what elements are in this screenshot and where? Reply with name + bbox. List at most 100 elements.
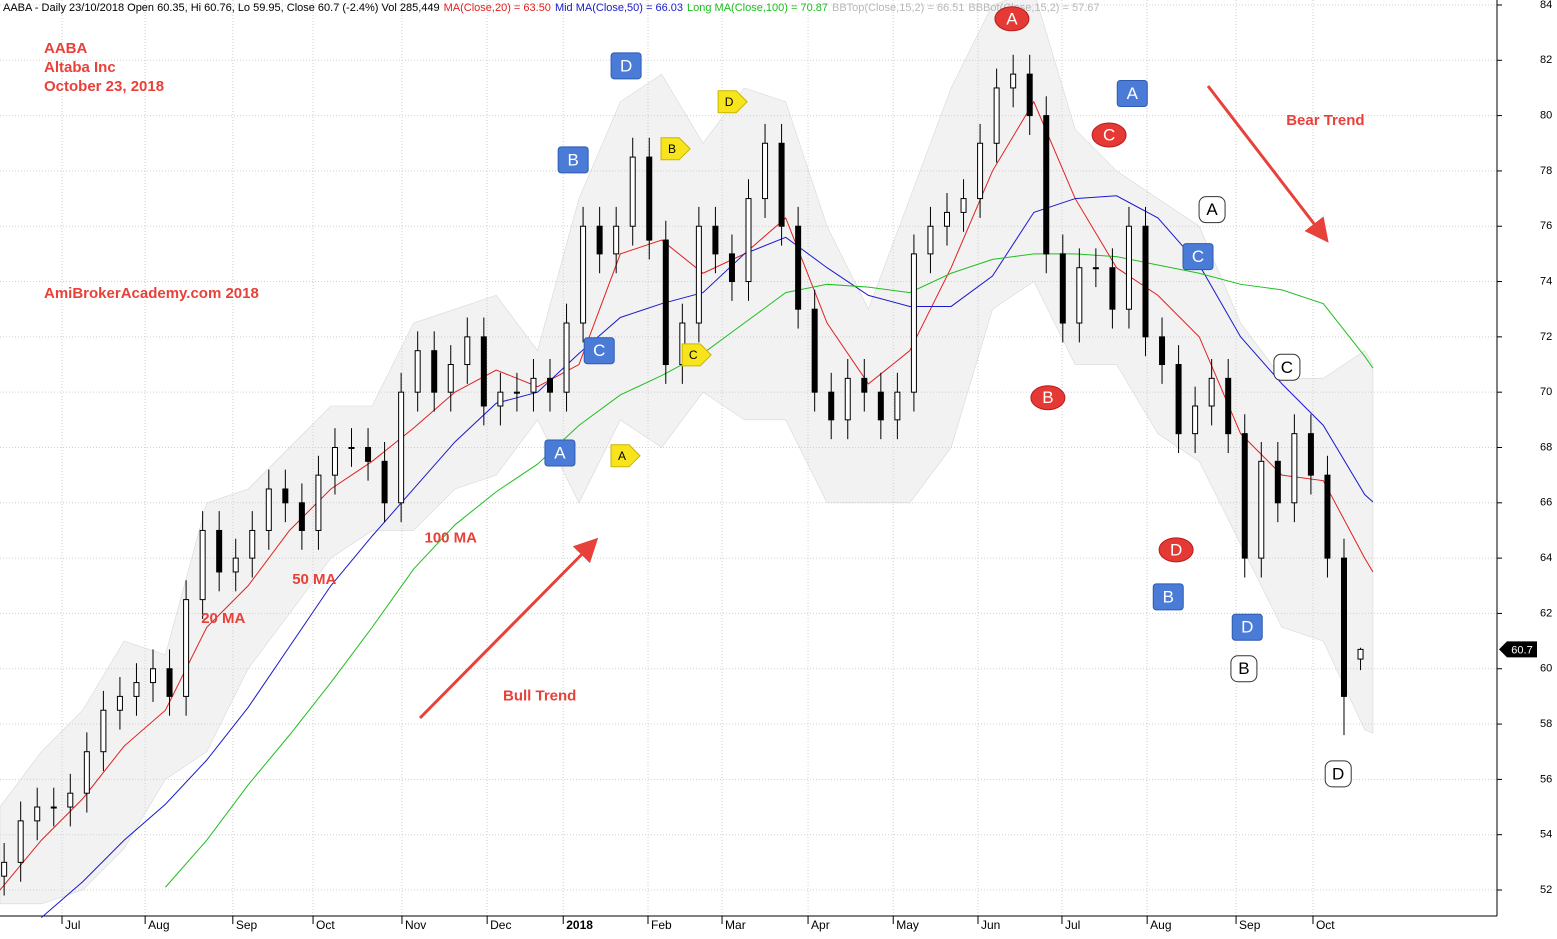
pattern-marker <box>717 90 748 114</box>
moving-average-line <box>0 100 1374 891</box>
candle-body <box>1241 433 1248 559</box>
candle-body <box>166 668 173 697</box>
candle-body <box>1274 460 1281 504</box>
candle-body <box>83 751 90 794</box>
candle-body <box>1109 267 1116 310</box>
y-tick-label: 54 <box>1540 829 1552 841</box>
y-tick-label: 74 <box>1540 275 1552 287</box>
candle-body <box>1092 267 1099 270</box>
candle-body <box>1010 73 1017 89</box>
candle-body <box>910 253 917 393</box>
annotation: Bear Trend <box>1286 112 1364 129</box>
candle-body <box>381 460 388 504</box>
pattern-marker-label: C <box>689 348 698 362</box>
candle-body <box>1159 336 1166 366</box>
x-tick-label: Jun <box>981 918 1000 932</box>
y-tick-label: 82 <box>1540 54 1552 66</box>
moving-average-line <box>41 195 1374 919</box>
candle-body <box>17 820 24 863</box>
header-part: MA(Close,20) = 63.50 <box>444 2 551 14</box>
candle-body <box>298 502 305 531</box>
annotation: Bull Trend <box>503 687 576 704</box>
x-tick-label: Nov <box>405 918 426 932</box>
candle-body <box>50 806 57 809</box>
y-tick-label: 76 <box>1540 220 1552 232</box>
candle-body <box>712 225 719 255</box>
pattern-marker-label: D <box>1170 540 1182 559</box>
pattern-marker-label: A <box>1127 84 1139 103</box>
x-tick-label: Sep <box>1239 918 1261 932</box>
last-price-label: 60.7 <box>1511 644 1532 656</box>
pattern-marker <box>1182 243 1214 271</box>
candle-body <box>646 156 653 241</box>
y-tick-label: 84 <box>1540 0 1552 11</box>
x-tick-label: Aug <box>148 918 169 932</box>
y-tick-label: 64 <box>1540 552 1552 564</box>
candle-body <box>133 682 140 697</box>
candle-body <box>1192 405 1199 435</box>
candle-body <box>116 695 123 711</box>
y-tick-label: 72 <box>1540 331 1552 343</box>
pattern-marker <box>610 52 642 80</box>
candle-body <box>778 142 785 227</box>
background-layer <box>0 0 1497 916</box>
candle-body <box>629 156 636 227</box>
watermark: AmiBrokerAcademy.com 2018 <box>44 285 259 302</box>
candle-body <box>530 377 537 393</box>
candle-body <box>547 377 554 393</box>
candle-body <box>282 488 289 504</box>
pattern-marker <box>1230 655 1258 683</box>
pattern-marker-label: A <box>1006 9 1018 28</box>
candle-body <box>1291 433 1298 504</box>
y-tick-label: 80 <box>1540 110 1552 122</box>
candle-body <box>1 861 8 877</box>
candle-body <box>150 668 157 684</box>
y-tick-label: 60 <box>1540 663 1552 675</box>
candle-body <box>795 225 802 310</box>
candle-body <box>927 225 934 255</box>
candle-body <box>414 350 421 393</box>
annotation: 50 MA <box>292 571 336 588</box>
x-tick-label: Dec <box>490 918 511 932</box>
x-tick-label: Jul <box>1065 918 1080 932</box>
y-tick-label: 78 <box>1540 165 1552 177</box>
candle-body <box>1340 557 1347 697</box>
pattern-marker-label: A <box>1206 200 1218 219</box>
pattern-marker <box>1273 353 1301 381</box>
pattern-marker <box>1030 385 1066 411</box>
y-tick-label: 58 <box>1540 718 1552 730</box>
candle-body <box>100 709 107 753</box>
x-tick-label: 2018 <box>566 918 593 932</box>
candle-body <box>398 391 405 504</box>
candle-body <box>464 336 471 366</box>
header-part: BBBot(Close,15,2) = 57.67 <box>968 2 1099 14</box>
candle-body <box>183 599 190 697</box>
candle-body <box>199 529 206 601</box>
candle-body <box>431 350 438 393</box>
candle-body <box>811 308 818 393</box>
pattern-marker <box>1116 79 1148 107</box>
header-part: AABA - Daily 23/10/2018 Open 60.35, Hi 6… <box>3 2 440 14</box>
candle-body <box>67 792 74 808</box>
candle-body <box>828 391 835 421</box>
candle-body <box>265 488 272 531</box>
x-tick-label: May <box>896 918 919 932</box>
candle-body <box>315 474 322 531</box>
y-tick-label: 52 <box>1540 884 1552 896</box>
x-tick-label: Oct <box>1316 918 1335 932</box>
candle-body <box>877 391 884 421</box>
bollinger-band <box>0 0 1374 905</box>
pattern-marker <box>1231 613 1263 641</box>
candle-body <box>1258 460 1265 559</box>
pattern-marker <box>1091 122 1127 148</box>
pattern-marker-label: A <box>554 444 566 463</box>
pattern-marker-label: B <box>1238 659 1249 678</box>
x-tick-label: Mar <box>725 918 746 932</box>
pattern-marker <box>1152 583 1184 611</box>
candle-body <box>1175 364 1182 435</box>
candle-body <box>1225 377 1232 435</box>
candle-body <box>1059 253 1066 324</box>
moving-average-line <box>165 253 1374 888</box>
bull-arrow <box>418 537 599 720</box>
